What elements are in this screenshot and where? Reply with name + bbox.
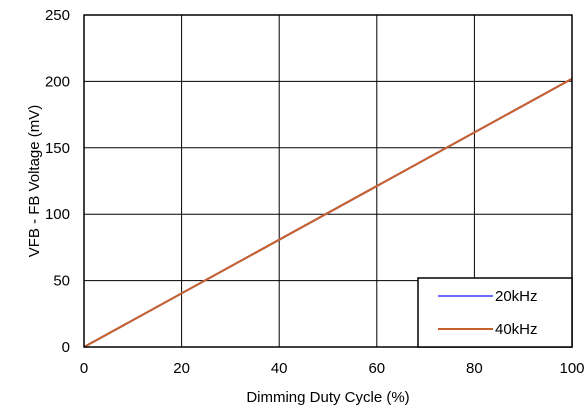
- x-tick-label: 100: [559, 360, 584, 377]
- x-tick-label: 60: [368, 360, 385, 377]
- y-tick-label: 50: [53, 273, 70, 290]
- series-line-40khz: [83, 77, 573, 348]
- y-tick-labels: 0 50 100 150 200 250: [45, 7, 70, 356]
- plot-area-frame: [83, 14, 573, 348]
- legend: 20kHz 40kHz: [417, 277, 573, 348]
- grid-lines: [84, 15, 572, 347]
- x-tick-label: 0: [80, 360, 88, 377]
- y-tick-label: 150: [45, 140, 70, 157]
- y-axis-title: VFB - FB Voltage (mV): [26, 105, 43, 258]
- x-axis-title: Dimming Duty Cycle (%): [246, 389, 409, 406]
- y-tick-label: 250: [45, 7, 70, 24]
- series-lines: [83, 77, 573, 348]
- y-tick-label: 100: [45, 206, 70, 223]
- y-tick-label: 0: [62, 339, 70, 356]
- x-tick-label: 20: [173, 360, 190, 377]
- x-tick-labels: 0 20 40 60 80 100: [80, 360, 585, 377]
- x-tick-label: 80: [466, 360, 483, 377]
- legend-label-40khz: 40kHz: [495, 321, 538, 338]
- x-tick-label: 40: [271, 360, 288, 377]
- y-tick-label: 200: [45, 73, 70, 90]
- legend-box: [417, 277, 573, 348]
- legend-label-20khz: 20kHz: [495, 288, 538, 305]
